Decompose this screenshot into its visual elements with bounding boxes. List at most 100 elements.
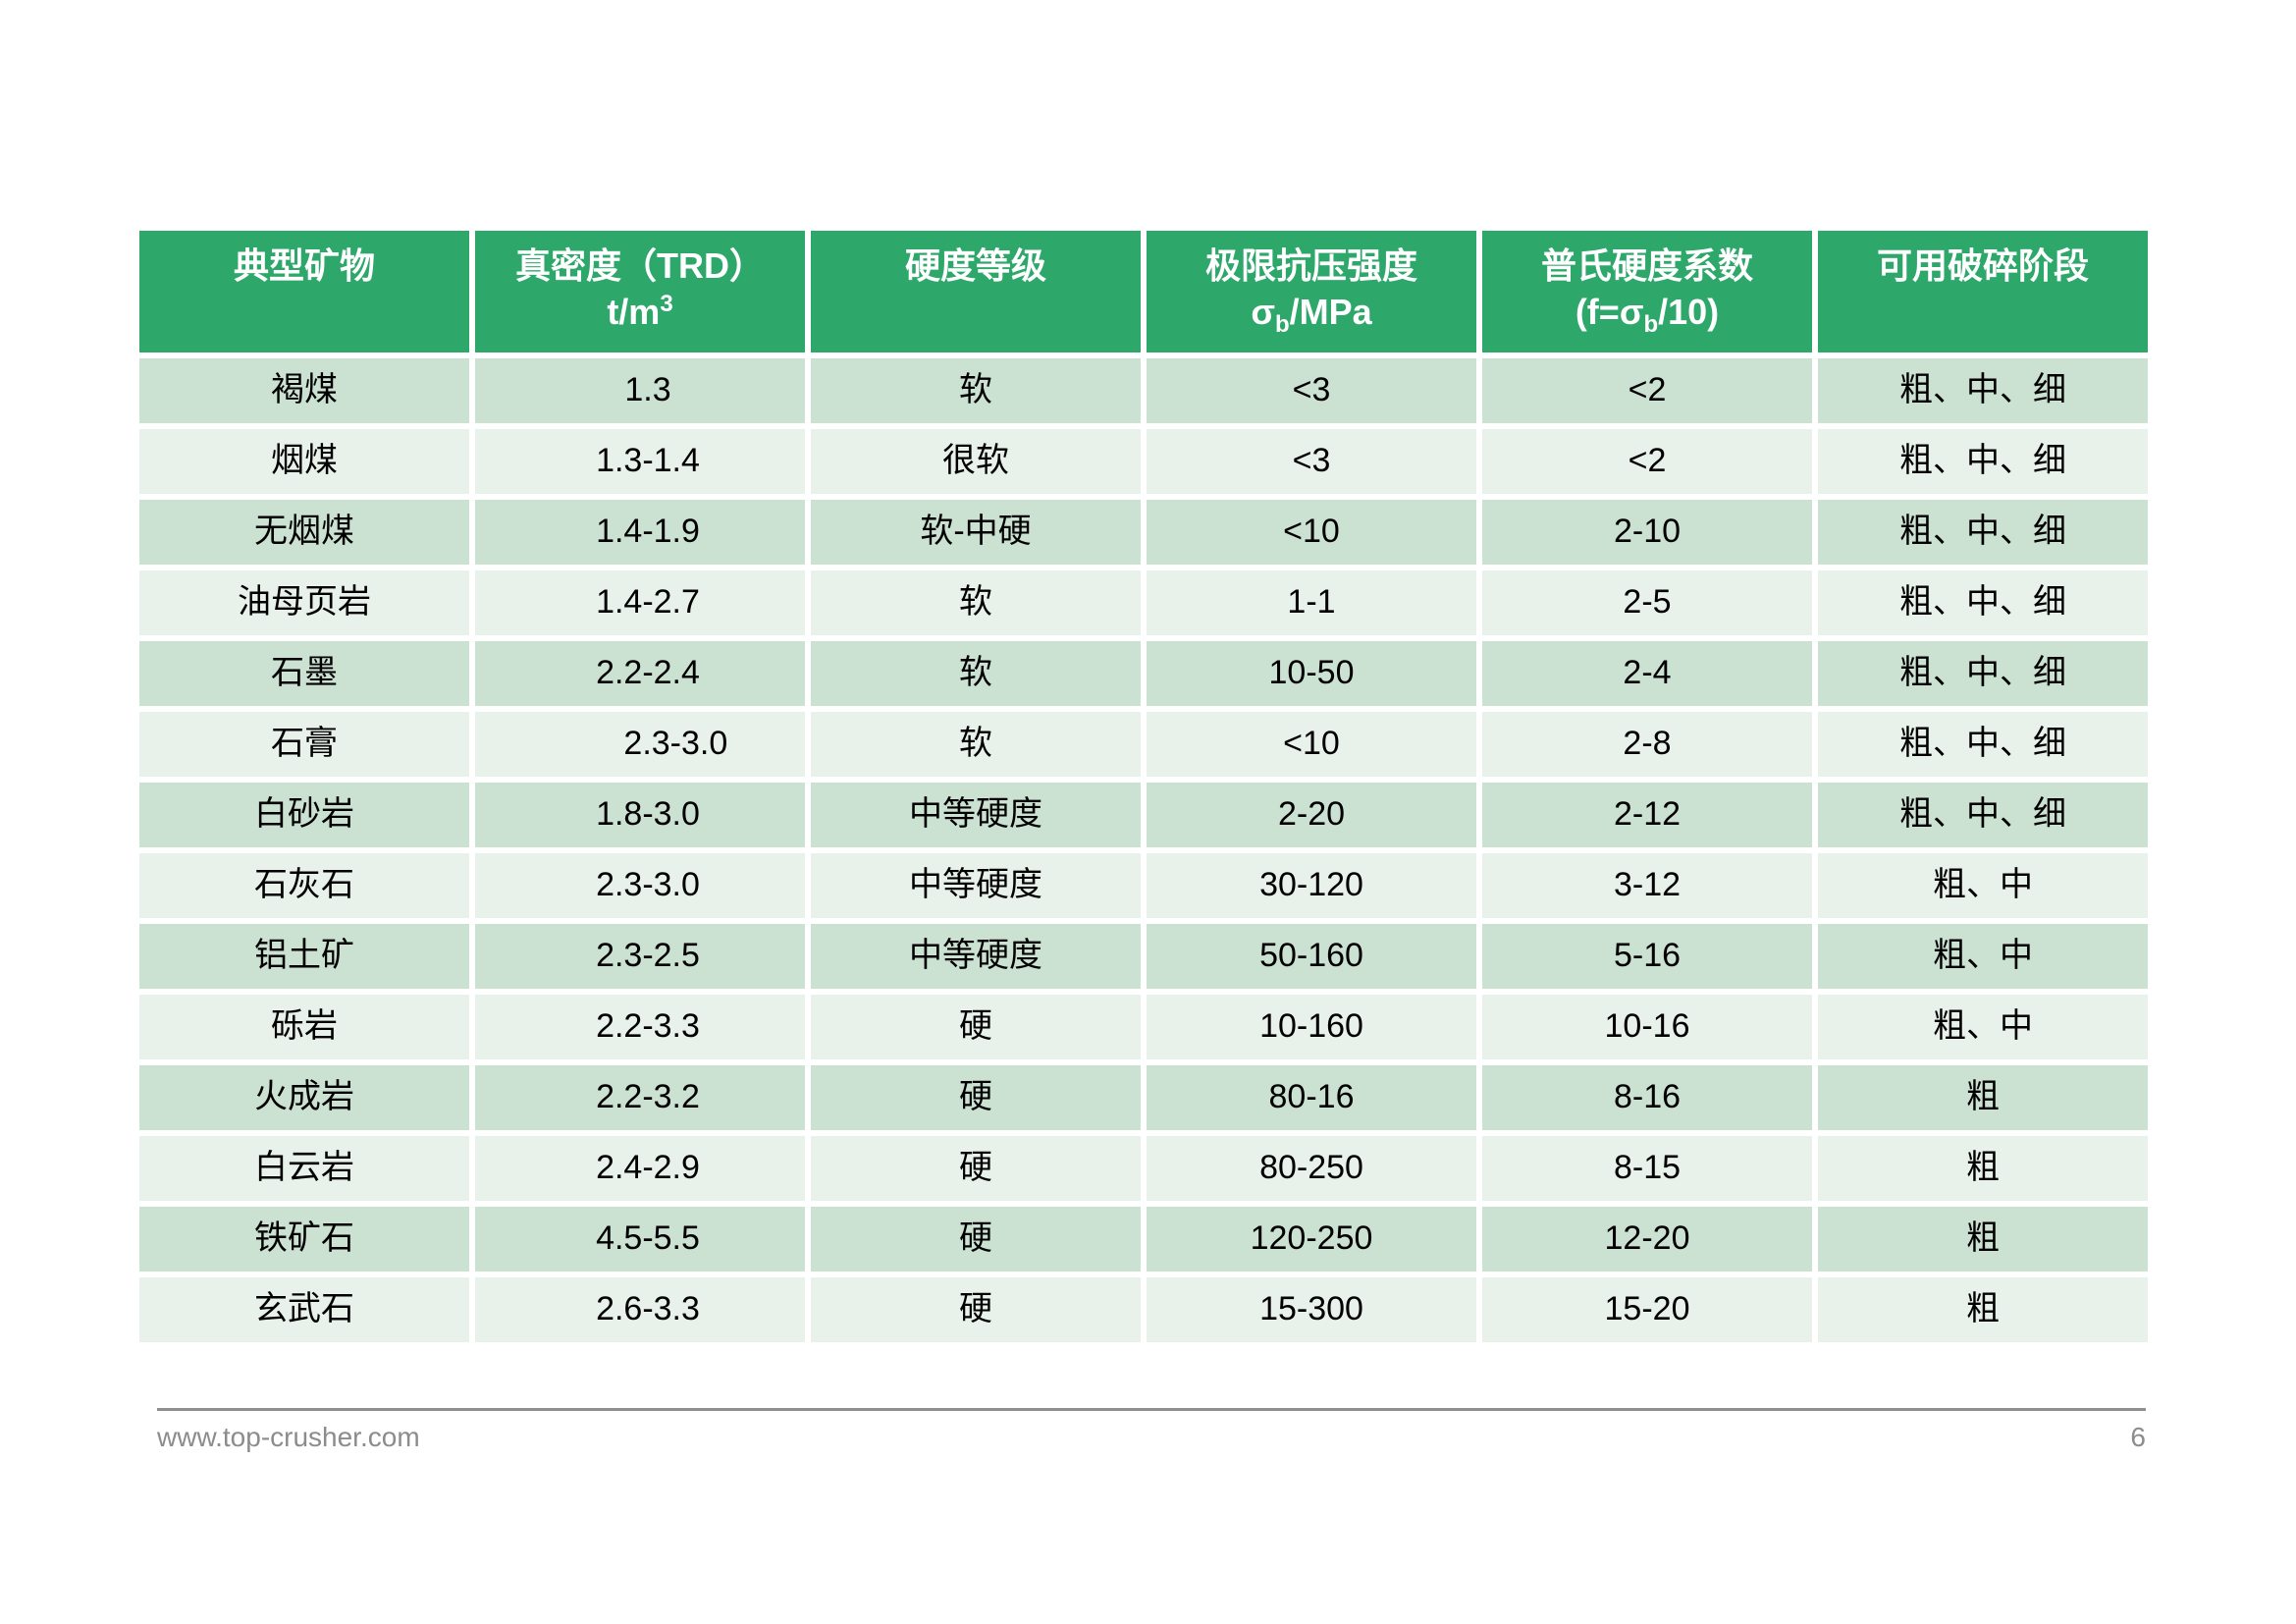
header-title: 真密度（TRD）: [515, 245, 765, 286]
table-cell: 1-1: [1147, 570, 1476, 635]
header-cell: 典型矿物: [139, 231, 469, 352]
table-body: 褐煤 1.3 软 <3 <2 粗、中、细 烟煤 1.3-1.4 很软 <3 <2 粗、中、细 无烟煤 1.…: [139, 358, 2148, 1342]
table-cell: 白砂岩: [139, 783, 469, 847]
table-cell: 石灰石: [139, 853, 469, 918]
table-cell: 80-16: [1147, 1065, 1476, 1130]
table-cell: 120-250: [1147, 1207, 1476, 1272]
table-cell: 30-120: [1147, 853, 1476, 918]
table-cell: 很软: [811, 429, 1141, 494]
header-unit: σb/MPa: [1251, 292, 1372, 339]
table-cell: 10-16: [1482, 995, 1812, 1059]
table-cell: 2.3-3.0: [475, 853, 805, 918]
table-cell: 石膏: [139, 712, 469, 777]
table-cell: 2.2-3.3: [475, 995, 805, 1059]
table-cell: 2-20: [1147, 783, 1476, 847]
minerals-table: 典型矿物 真密度（TRD） t/m3 硬度等级 极限抗压强度 σb/MPa 普氏硬度系数 (f…: [133, 225, 2154, 1348]
table-cell: 软: [811, 570, 1141, 635]
table-cell: <10: [1147, 500, 1476, 565]
table-cell: 软-中硬: [811, 500, 1141, 565]
table-cell: 3-12: [1482, 853, 1812, 918]
table-cell: 中等硬度: [811, 853, 1141, 918]
table-cell: 粗、中、细: [1818, 712, 2148, 777]
table-row: 火成岩 2.2-3.2 硬 80-16 8-16 粗: [139, 1065, 2148, 1130]
table-cell: 硬: [811, 1136, 1141, 1201]
table-cell: 粗、中: [1818, 924, 2148, 989]
table-row: 砾岩 2.2-3.3 硬 10-160 10-16 粗、中: [139, 995, 2148, 1059]
table-row: 无烟煤 1.4-1.9 软-中硬 <10 2-10 粗、中、细: [139, 500, 2148, 565]
table-cell: 2.3-2.5: [475, 924, 805, 989]
table-cell: 软: [811, 641, 1141, 706]
table-cell: 12-20: [1482, 1207, 1812, 1272]
table-cell: 2.3-3.0: [475, 712, 805, 777]
header-title: 普氏硬度系数: [1540, 245, 1753, 286]
table-row: 油母页岩 1.4-2.7 软 1-1 2-5 粗、中、细: [139, 570, 2148, 635]
table-cell: <2: [1482, 429, 1812, 494]
header-cell: 真密度（TRD） t/m3: [475, 231, 805, 352]
table-cell: 粗、中、细: [1818, 500, 2148, 565]
table-header-row: 典型矿物 真密度（TRD） t/m3 硬度等级 极限抗压强度 σb/MPa 普氏硬度系数 (f…: [139, 231, 2148, 352]
table-cell: 铁矿石: [139, 1207, 469, 1272]
header-unit: (f=σb/10): [1575, 292, 1720, 339]
table-row: 白云岩 2.4-2.9 硬 80-250 8-15 粗: [139, 1136, 2148, 1201]
table-cell: 2-12: [1482, 783, 1812, 847]
table-cell: 粗: [1818, 1065, 2148, 1130]
table-row: 石灰石 2.3-3.0 中等硬度 30-120 3-12 粗、中: [139, 853, 2148, 918]
table-row: 石墨 2.2-2.4 软 10-50 2-4 粗、中、细: [139, 641, 2148, 706]
table-cell: 硬: [811, 1065, 1141, 1130]
table-cell: 2.6-3.3: [475, 1277, 805, 1342]
table-cell: 砾岩: [139, 995, 469, 1059]
table-row: 石膏 2.3-3.0 软 <10 2-8 粗、中、细: [139, 712, 2148, 777]
table-cell: 铝土矿: [139, 924, 469, 989]
table-cell: 10-50: [1147, 641, 1476, 706]
table-cell: <2: [1482, 358, 1812, 423]
table-cell: 无烟煤: [139, 500, 469, 565]
table-cell: 1.4-1.9: [475, 500, 805, 565]
table-cell: 白云岩: [139, 1136, 469, 1201]
table-cell: 粗、中、细: [1818, 429, 2148, 494]
table-cell: 2-5: [1482, 570, 1812, 635]
header-title: 硬度等级: [904, 245, 1046, 286]
table-cell: <10: [1147, 712, 1476, 777]
table-cell: 2.2-2.4: [475, 641, 805, 706]
table-cell: 5-16: [1482, 924, 1812, 989]
table-cell: 1.4-2.7: [475, 570, 805, 635]
table-cell: 4.5-5.5: [475, 1207, 805, 1272]
table-row: 铝土矿 2.3-2.5 中等硬度 50-160 5-16 粗、中: [139, 924, 2148, 989]
table-cell: 粗: [1818, 1277, 2148, 1342]
table-cell: 硬: [811, 1207, 1141, 1272]
header-cell: 极限抗压强度 σb/MPa: [1147, 231, 1476, 352]
table-cell: 1.8-3.0: [475, 783, 805, 847]
table-cell: 80-250: [1147, 1136, 1476, 1201]
table-cell: 玄武石: [139, 1277, 469, 1342]
table-header: 典型矿物 真密度（TRD） t/m3 硬度等级 极限抗压强度 σb/MPa 普氏硬度系数 (f…: [139, 231, 2148, 352]
table-cell: 中等硬度: [811, 924, 1141, 989]
header-cell: 普氏硬度系数 (f=σb/10): [1482, 231, 1812, 352]
table-cell: 油母页岩: [139, 570, 469, 635]
table-row: 褐煤 1.3 软 <3 <2 粗、中、细: [139, 358, 2148, 423]
table-cell: 火成岩: [139, 1065, 469, 1130]
footer-url: www.top-crusher.com: [157, 1422, 420, 1452]
table-cell: 8-16: [1482, 1065, 1812, 1130]
table-cell: 2-10: [1482, 500, 1812, 565]
table-cell: 2.2-3.2: [475, 1065, 805, 1130]
table-row: 玄武石 2.6-3.3 硬 15-300 15-20 粗: [139, 1277, 2148, 1342]
footer-divider: [157, 1408, 2146, 1411]
table-cell: 软: [811, 358, 1141, 423]
table-cell: 1.3-1.4: [475, 429, 805, 494]
table-cell: 粗、中: [1818, 995, 2148, 1059]
table-cell: 粗、中、细: [1818, 358, 2148, 423]
table-row: 烟煤 1.3-1.4 很软 <3 <2 粗、中、细: [139, 429, 2148, 494]
table-row: 白砂岩 1.8-3.0 中等硬度 2-20 2-12 粗、中、细: [139, 783, 2148, 847]
header-title: 典型矿物: [233, 245, 375, 286]
table-cell: 硬: [811, 1277, 1141, 1342]
table-cell: 8-15: [1482, 1136, 1812, 1201]
table-cell: 2-4: [1482, 641, 1812, 706]
table-row: 铁矿石 4.5-5.5 硬 120-250 12-20 粗: [139, 1207, 2148, 1272]
header-title: 可用破碎阶段: [1876, 245, 2089, 286]
table-cell: 15-300: [1147, 1277, 1476, 1342]
table-cell: 硬: [811, 995, 1141, 1059]
header-cell: 可用破碎阶段: [1818, 231, 2148, 352]
table-cell: 15-20: [1482, 1277, 1812, 1342]
table-cell: 粗、中、细: [1818, 641, 2148, 706]
